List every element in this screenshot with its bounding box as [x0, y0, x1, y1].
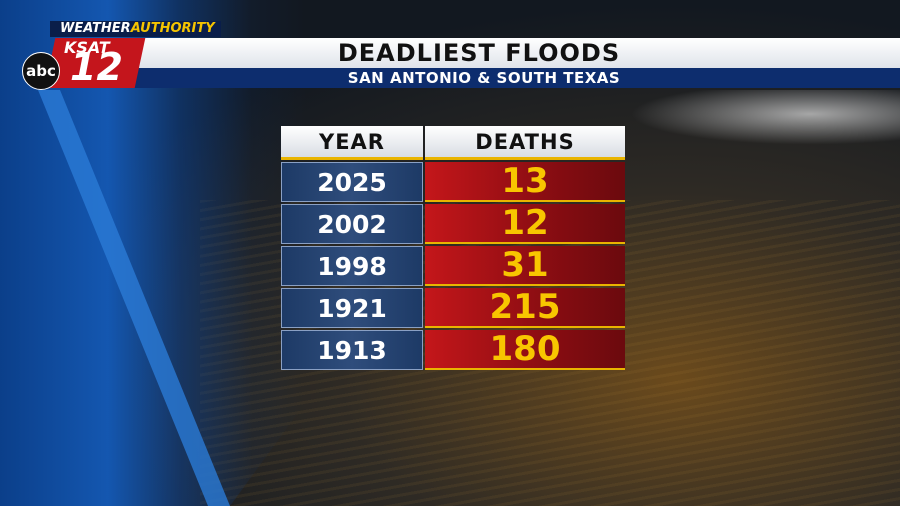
column-header: YEAR [281, 126, 423, 160]
channel: 12 [70, 45, 123, 89]
title-bar: DEADLIEST FLOODS [128, 38, 900, 68]
brand-authority: AUTHORITY [130, 21, 215, 36]
year-cell: 1998 [281, 246, 423, 286]
year-cell: 2025 [281, 162, 423, 202]
year-cell: 1913 [281, 330, 423, 370]
year-cell: 1921 [281, 288, 423, 328]
station: KSAT [64, 38, 110, 57]
subtitle: SAN ANTONIO & SOUTH TEXAS [347, 69, 621, 87]
brand-weather: WEATHER [60, 21, 131, 36]
column-header: DEATHS [425, 126, 625, 160]
subtitle-bar: SAN ANTONIO & SOUTH TEXAS [118, 68, 900, 88]
deaths-cell: 13 [425, 161, 625, 202]
deaths-cell: 180 [425, 329, 625, 370]
weather-authority: WEATHERAUTHORITY [50, 21, 221, 37]
deaths-cell: 215 [425, 287, 625, 328]
network-logo: abc [22, 52, 60, 90]
year-cell: 2002 [281, 204, 423, 244]
deaths-cell: 31 [425, 245, 625, 286]
title: DEADLIEST FLOODS [337, 39, 621, 67]
deaths-cell: 12 [425, 203, 625, 244]
light-glow [600, 90, 900, 150]
